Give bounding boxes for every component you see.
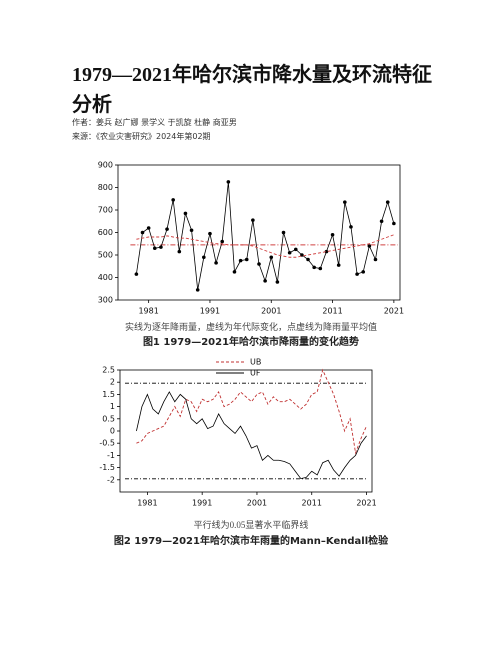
data-point: [177, 249, 182, 254]
data-point: [355, 272, 359, 276]
x-tick-label: 1981: [138, 307, 158, 316]
y-tick-label: -0.5: [99, 439, 115, 448]
data-point: [238, 258, 243, 263]
y-tick-label: 400: [98, 273, 113, 282]
data-point: [251, 218, 255, 222]
data-point: [306, 257, 310, 262]
data-point: [318, 266, 323, 271]
series-line: [136, 391, 367, 480]
data-point: [343, 200, 347, 204]
series-line: [135, 181, 395, 290]
data-point: [220, 239, 225, 244]
y-tick-label: 600: [98, 228, 113, 237]
data-point: [189, 228, 194, 233]
x-tick-label: 1991: [192, 499, 212, 508]
data-point: [146, 226, 151, 230]
y-tick-label: 2: [110, 378, 115, 387]
y-tick-label: -1: [107, 451, 115, 460]
data-point: [140, 230, 145, 235]
authors: 作者：姜兵 赵广娜 景学义 于凯旋 杜静 商亚男: [72, 118, 237, 127]
data-point: [232, 270, 237, 274]
data-point: [195, 288, 200, 292]
data-point: [275, 280, 280, 284]
data-point: [202, 255, 206, 260]
data-point: [281, 230, 286, 235]
data-point: [312, 265, 316, 270]
chart-note: 平行线为0.05显著水平临界线: [193, 520, 309, 530]
y-tick-label: 0: [110, 427, 115, 436]
data-point: [373, 257, 378, 262]
plot-frame: [119, 369, 373, 493]
data-point: [379, 219, 384, 224]
figure-caption: 图1 1979—2021年哈尔滨市降雨量的变化趋势: [142, 337, 360, 348]
y-tick-label: 0.5: [102, 414, 115, 423]
title: 1979—2021年哈尔滨市降水量及环流特征分析: [72, 64, 432, 116]
y-tick-label: 900: [98, 161, 113, 170]
chart: -2 -1.5 -1 -0.5 0 0.5 1 1.5 2 2.5 1981 1991 2001 2011…: [99, 358, 376, 508]
y-tick-label: 2.5: [102, 366, 115, 375]
plot-frame: [117, 164, 401, 301]
legend-label: UB: [250, 358, 261, 367]
y-tick-label: 500: [98, 251, 113, 260]
series-line: [136, 234, 395, 258]
data-point: [293, 247, 298, 252]
data-point: [349, 225, 353, 229]
y-tick-label: -2: [107, 475, 115, 484]
data-point: [330, 232, 335, 237]
source: 来源：《农业灾害研究》2024年第02期: [72, 132, 211, 141]
data-point: [385, 200, 390, 204]
y-tick-label: 1.5: [102, 390, 115, 399]
x-tick-label: 2011: [322, 307, 342, 316]
data-point: [159, 245, 163, 249]
y-tick-label: -1.5: [99, 463, 115, 472]
data-point: [226, 180, 231, 184]
data-point: [152, 246, 157, 251]
data-point: [214, 261, 218, 265]
legend-label: UF: [250, 369, 261, 378]
x-tick-label: 2001: [261, 307, 281, 316]
data-point: [361, 270, 366, 274]
x-tick-label: 2001: [247, 499, 267, 508]
series-line: [136, 368, 367, 455]
data-point: [165, 227, 169, 231]
y-tick-label: 800: [98, 183, 113, 192]
data-point: [171, 198, 175, 202]
data-point: [208, 231, 212, 236]
data-point: [269, 255, 274, 260]
y-tick-label: 1: [110, 402, 115, 411]
chart-note: 实线为逐年降雨量，虚线为年代际变化，点虚线为降雨量平均值: [124, 322, 377, 332]
data-point: [244, 257, 249, 262]
data-point: [336, 263, 341, 267]
data-point: [324, 249, 329, 254]
x-tick-label: 2021: [384, 307, 404, 316]
figure-caption: 图2 1979—2021年哈尔滨市年雨量的Mann–Kendall检验: [113, 536, 389, 547]
x-tick-label: 1981: [137, 499, 157, 508]
data-point: [134, 272, 139, 276]
data-point: [392, 221, 396, 226]
data-point: [263, 279, 267, 283]
x-tick-label: 2021: [356, 499, 376, 508]
data-point: [183, 211, 188, 216]
y-tick-label: 300: [98, 296, 113, 305]
data-point: [287, 250, 292, 255]
chart: 300 400 500 600 700 800 900 1981 1991 2001 2011 202…: [98, 161, 404, 316]
y-tick-label: 700: [98, 206, 113, 215]
data-point: [257, 262, 261, 266]
x-tick-label: 2011: [302, 499, 322, 508]
x-tick-label: 1991: [200, 307, 220, 316]
data-point: [367, 244, 372, 248]
